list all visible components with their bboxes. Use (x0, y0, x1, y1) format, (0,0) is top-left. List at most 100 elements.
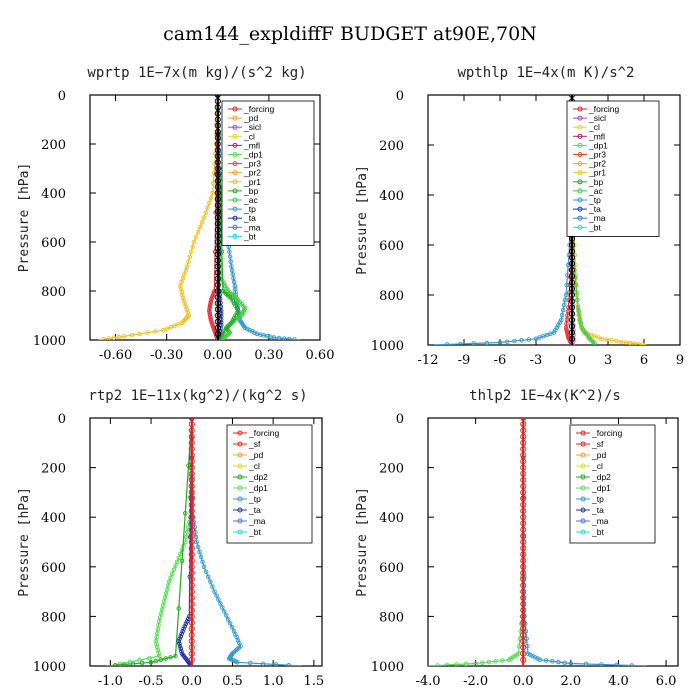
legend-marker (577, 188, 583, 194)
plot-frame (89, 94, 321, 341)
series-marker (214, 196, 221, 203)
series-marker (532, 655, 538, 660)
series-marker (153, 658, 159, 664)
series-marker (214, 122, 221, 129)
series-marker (568, 310, 576, 317)
legend-marker (237, 485, 243, 491)
legend-marker (580, 529, 586, 535)
series-marker (176, 638, 181, 644)
x-tick-label: -3 (530, 353, 543, 368)
series-marker (156, 623, 161, 628)
series-marker (484, 340, 490, 345)
legend-marker (237, 430, 243, 436)
series-line-dp1 (110, 418, 193, 666)
y-tick-label: 1000 (371, 339, 404, 354)
legend-marker (232, 206, 238, 212)
y-tick-label: 400 (41, 511, 66, 526)
y-tick-label: 200 (41, 138, 66, 153)
series-marker (194, 539, 199, 545)
legend-box (226, 424, 313, 544)
series-marker (564, 317, 570, 322)
series-marker (564, 282, 569, 288)
series-marker (210, 324, 216, 329)
series-marker (177, 641, 182, 646)
series-marker (520, 613, 527, 620)
x-tick-label: 4.0 (608, 674, 629, 689)
series-marker (550, 659, 555, 664)
legend-marker (237, 496, 243, 502)
series-marker (220, 605, 225, 610)
y-tick-label: 1000 (371, 660, 404, 675)
series-marker (214, 226, 221, 233)
series-marker (182, 510, 188, 516)
legend-marker (580, 463, 586, 469)
legend-marker (577, 152, 583, 157)
series-marker (168, 575, 173, 580)
series-marker (211, 180, 216, 186)
series-marker (568, 291, 576, 299)
x-tick-label: 1.5 (304, 674, 325, 689)
series-marker (183, 534, 189, 540)
legend-label: _ma (243, 222, 261, 232)
series-marker (214, 593, 219, 598)
series-marker (566, 305, 571, 310)
legend-label: _pd (243, 113, 258, 123)
y-axis-label: Pressure [hPa] (355, 165, 370, 275)
series-marker (577, 313, 582, 318)
series-marker (568, 241, 576, 249)
series-marker (520, 507, 527, 515)
series-marker (568, 95, 576, 99)
series-marker (214, 98, 221, 105)
series-marker (188, 526, 195, 533)
legend: _forcing_pd_sicl_cl_mfl_dp1_pr3_pr2_pr1_… (221, 100, 315, 246)
series-marker (208, 318, 214, 323)
series-marker (188, 576, 195, 583)
series-marker (179, 558, 185, 564)
series-marker (188, 532, 195, 539)
series-marker (193, 529, 198, 535)
series-marker (568, 335, 576, 342)
series-marker (184, 529, 190, 535)
legend-label: _pr3 (588, 150, 606, 160)
legend-label: _ta (588, 204, 601, 214)
series-marker (583, 661, 589, 666)
series-marker (520, 433, 527, 440)
y-tick-label: 200 (41, 462, 66, 477)
series-marker (520, 563, 527, 570)
series-marker (205, 574, 211, 579)
series-marker (227, 254, 233, 259)
legend-marker (580, 496, 586, 502)
series-marker (156, 650, 161, 656)
series-marker (198, 554, 204, 560)
series-marker (177, 643, 183, 649)
series-marker (200, 559, 205, 565)
series-marker (214, 220, 221, 227)
series-marker (576, 309, 581, 314)
series-marker (252, 330, 257, 335)
x-tick-label: 9 (676, 353, 684, 368)
legend-label: _tp (588, 195, 601, 205)
series-marker (520, 501, 527, 508)
series-marker (185, 616, 191, 622)
legend-marker (232, 142, 238, 148)
series-marker (188, 421, 195, 428)
series-marker (158, 657, 164, 663)
series-marker (214, 159, 221, 166)
series-marker (180, 629, 185, 634)
series-marker (203, 569, 209, 575)
series-marker (182, 624, 188, 629)
x-tick-label: -1.0 (98, 674, 123, 689)
panel-title: wpthlp 1E−4x(m K)/s^2 (457, 65, 634, 81)
series-marker (520, 495, 527, 502)
series-marker (188, 514, 195, 521)
series-marker (471, 341, 476, 345)
legend-label: _ta (243, 213, 256, 223)
legend-label: _cl (588, 122, 600, 132)
series-marker (530, 653, 536, 659)
series-marker (163, 591, 169, 596)
legend-marker (232, 215, 238, 221)
series-marker (276, 335, 282, 340)
series-marker (574, 290, 579, 295)
series-marker (188, 538, 195, 546)
legend-label: _forcing (248, 428, 280, 438)
